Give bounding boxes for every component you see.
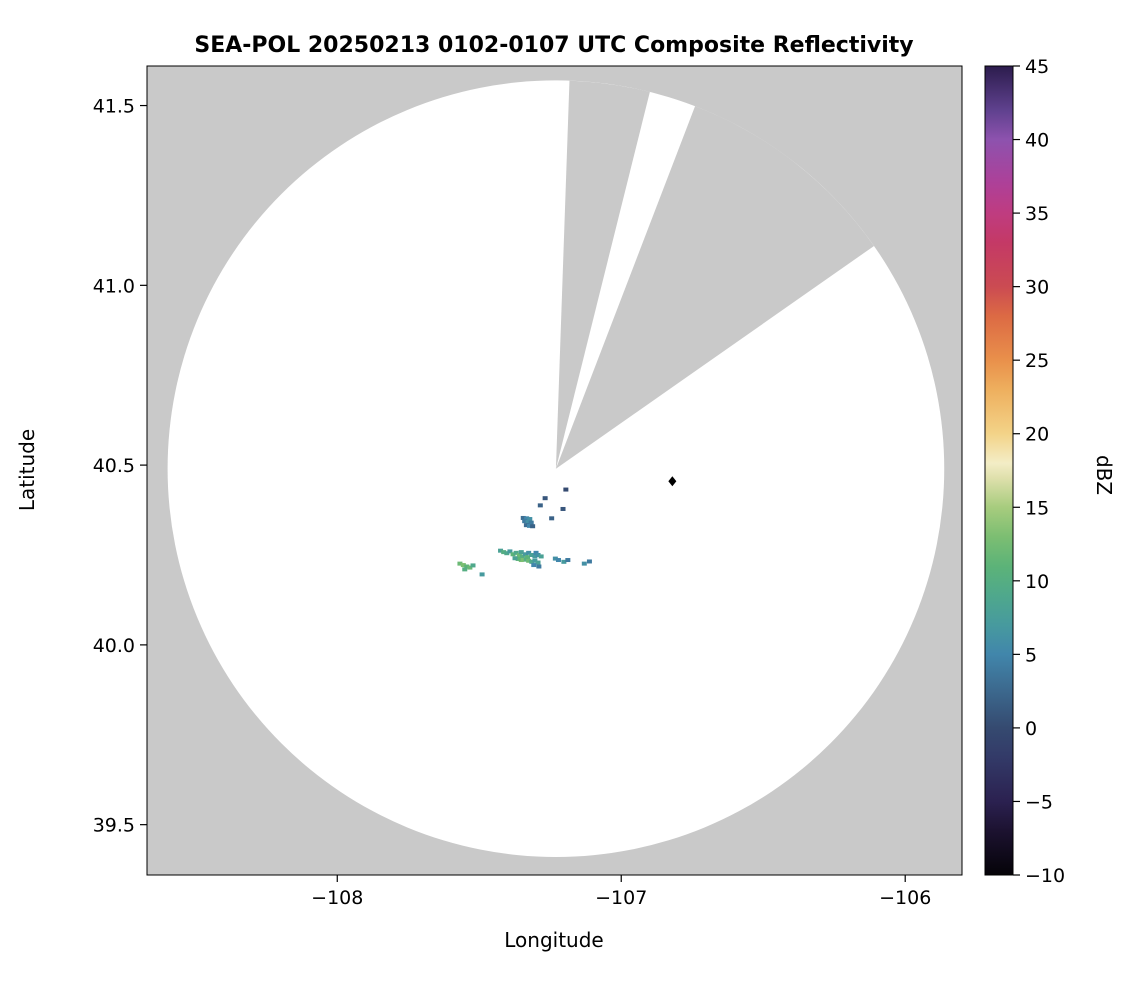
blocked-sector [555,106,875,469]
echo-pixel [531,563,537,568]
echo-pixel [525,519,531,524]
station-marker [668,476,677,487]
echo-pixel [479,572,485,577]
echo-pixel [507,549,513,554]
echo-pixel [528,520,534,525]
echo-pixel [518,558,524,563]
echo-pixel [561,559,567,564]
echo-pixel [523,523,529,528]
colorbar-tick-label: 5 [1025,644,1037,666]
echo-pixel [532,558,538,563]
colorbar-frame [984,65,1014,876]
colorbar-tick-label: 35 [1025,203,1049,225]
chart-title: SEA-POL 20250213 0102-0107 UTC Composite… [194,33,913,58]
echo-pixel [467,565,473,570]
colorbar-tick-label: 25 [1025,350,1049,372]
echo-pixel [460,563,466,568]
y-axis-label: Latitude [15,429,39,511]
colorbar-tick-label: 20 [1025,424,1049,446]
echo-pixel [581,561,587,566]
echo-pixel [533,550,539,555]
echo-pixel [520,515,526,520]
echo-pixel [542,496,548,501]
echo-pixel [586,559,592,564]
x-tick-label: −108 [311,887,363,909]
echo-pixel [552,556,558,561]
echo-pixel [512,556,518,561]
echo-pixel [527,523,533,528]
echo-pixel [462,567,468,572]
echo-pixel [526,550,532,555]
echo-pixel [525,555,531,560]
echo-pixel [535,552,541,557]
colorbar-tick-label: 10 [1025,571,1049,593]
x-tick-label: −106 [879,887,931,909]
colorbar-label: dBZ [1092,455,1116,495]
x-tick-label: −107 [595,887,647,909]
echo-pixel [527,517,533,522]
echo-pixel [538,554,544,559]
echo-pixel [565,558,571,563]
echo-pixel [457,561,463,566]
echo-pixel [563,487,569,492]
echo-pixel [537,503,543,508]
echo-pixel [464,564,470,569]
echo-pixel [532,554,538,559]
echo-pixel [470,563,476,568]
echo-pixel [523,557,529,562]
colorbar-tick-label: −10 [1025,865,1065,887]
echo-pixel [529,552,535,557]
echo-pixel [518,550,524,555]
echo-pixel [501,550,507,555]
echo-pixel [498,548,504,553]
echo-pixel [515,556,521,561]
plot-frame [146,65,963,876]
y-tick-label: 39.5 [93,815,135,837]
echo-pixel [560,506,566,511]
colorbar-gradient [985,66,1013,875]
echo-pixel [523,552,529,557]
y-tick-label: 40.0 [93,635,135,657]
echo-pixel [536,564,542,569]
colorbar-tick-label: 0 [1025,718,1037,740]
echo-pixel [522,519,528,524]
echo-pixel [529,559,535,564]
echo-pixel [504,551,510,556]
colorbar-tick-label: 45 [1025,56,1049,78]
echo-pixel [513,550,519,555]
echo-pixel [516,552,522,557]
echo-pixel [530,524,536,529]
echo-pixel [535,560,541,565]
echo-pixel [524,516,530,521]
echo-pixel [519,554,525,559]
x-axis-label: Longitude [504,928,603,952]
colorbar-tick-label: −5 [1025,791,1053,813]
y-tick-label: 41.0 [93,275,135,297]
echo-pixel [555,558,561,563]
echo-pixel [510,552,516,557]
colorbar-tick-label: 40 [1025,130,1049,152]
echo-pixel [549,516,555,521]
blocked-sector [555,80,650,469]
y-tick-label: 41.5 [93,96,135,118]
y-tick-label: 40.5 [93,455,135,477]
echo-pixel [526,558,532,563]
colorbar-tick-label: 30 [1025,277,1049,299]
colorbar-tick-label: 15 [1025,497,1049,519]
